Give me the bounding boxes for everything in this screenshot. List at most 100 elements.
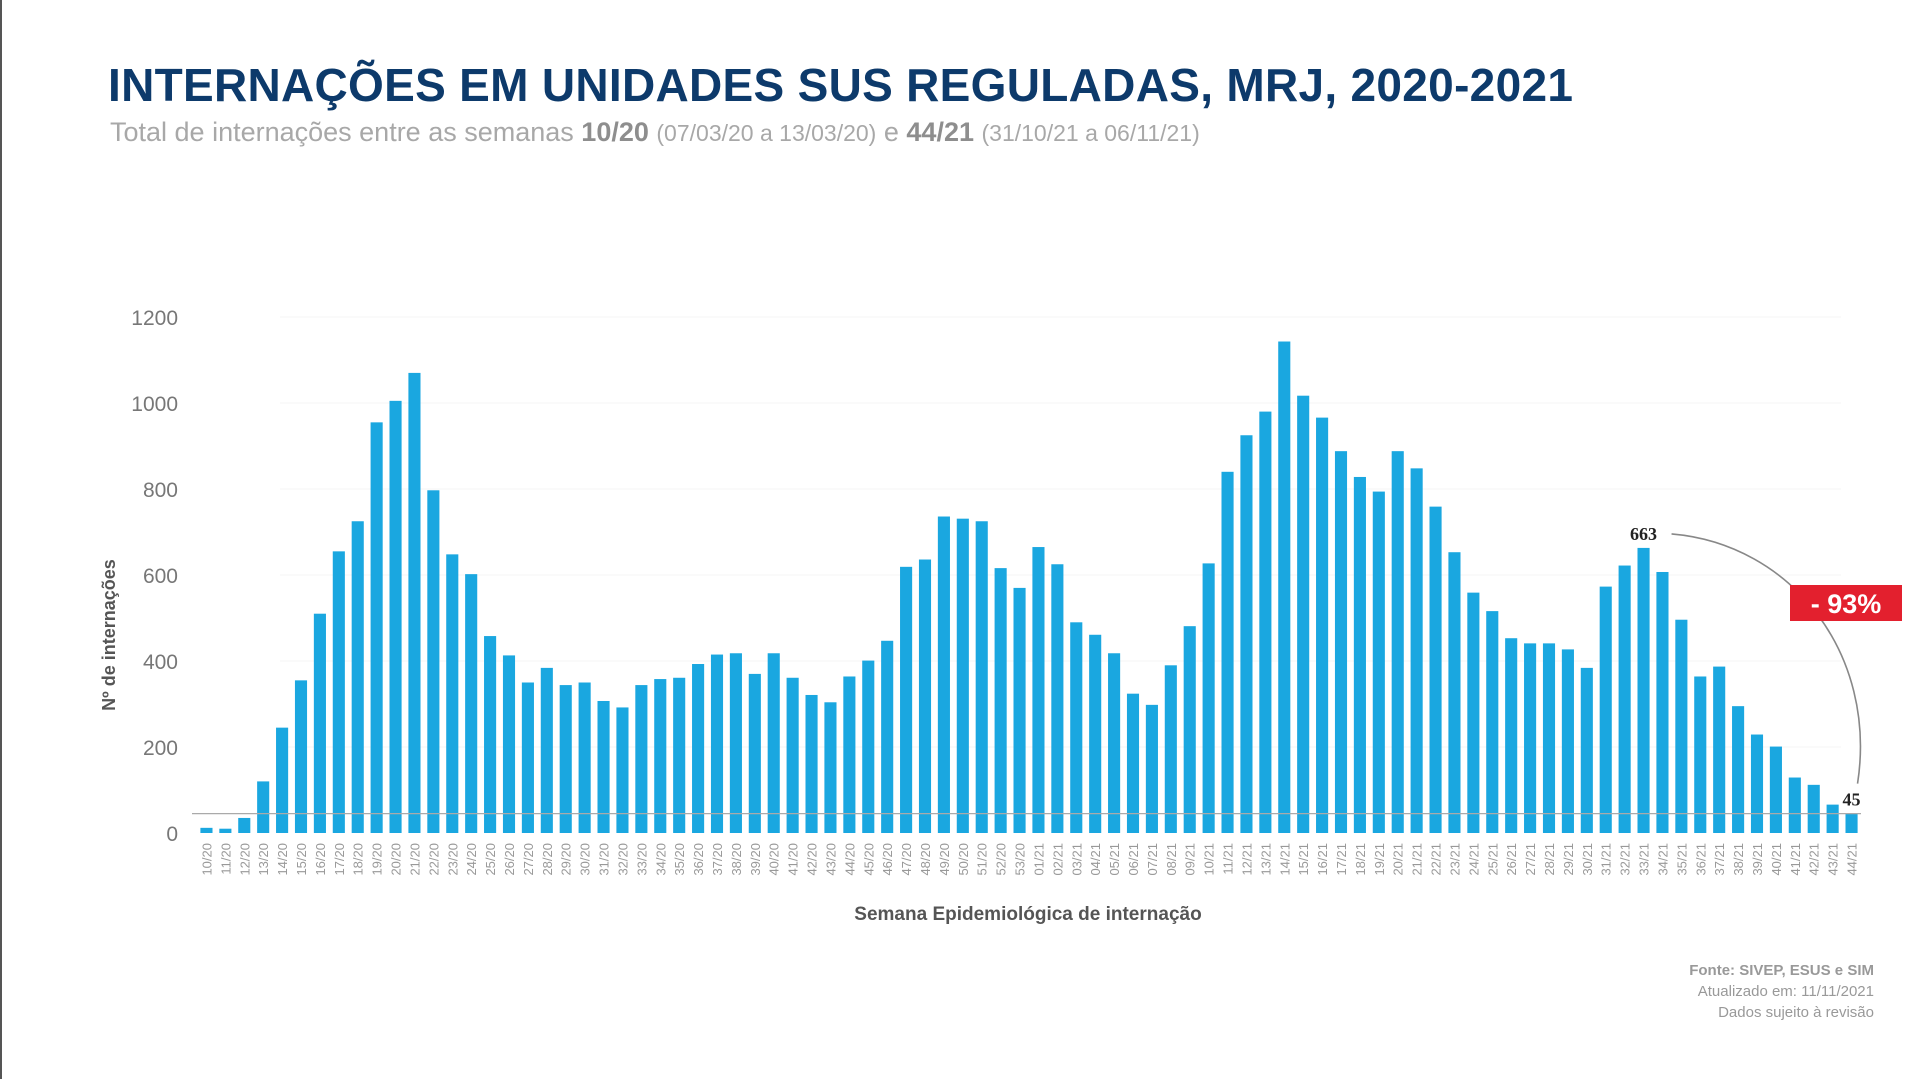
bar-50/20 <box>956 518 969 833</box>
bar-03/21 <box>1070 622 1083 833</box>
bar-25/20 <box>484 636 497 833</box>
subtitle-week-start-range: (07/03/20 a 13/03/20) <box>656 120 877 146</box>
bar-15/20 <box>294 680 308 833</box>
x-tick-label: 41/20 <box>786 843 801 876</box>
x-tick-label: 16/21 <box>1315 843 1330 876</box>
x-tick-label: 38/21 <box>1731 843 1746 876</box>
bar-02/21 <box>1051 564 1064 833</box>
decline-percent-label: - 93% <box>1811 589 1882 619</box>
x-tick-label: 27/20 <box>521 843 536 876</box>
x-tick-label: 33/20 <box>634 843 649 876</box>
bar-21/21 <box>1410 468 1423 833</box>
x-tick-label: 32/21 <box>1618 843 1633 876</box>
bar-19/20 <box>370 422 383 833</box>
y-tick-label: 0 <box>166 823 178 846</box>
x-tick-label: 37/21 <box>1712 843 1727 876</box>
x-tick-label: 07/21 <box>1145 843 1160 876</box>
x-tick-label: 20/21 <box>1391 843 1406 876</box>
x-axis-label: Semana Epidemiológica de internação <box>854 904 1201 925</box>
bar-45/20 <box>862 660 875 833</box>
x-tick-label: 40/20 <box>767 843 782 876</box>
bar-15/21 <box>1297 395 1310 833</box>
x-tick-label: 17/20 <box>332 843 347 876</box>
bar-52/20 <box>994 568 1007 833</box>
bar-39/21 <box>1750 734 1764 833</box>
x-tick-label: 45/20 <box>861 843 876 876</box>
y-tick-label: 600 <box>143 565 178 588</box>
x-tick-label: 17/21 <box>1334 843 1349 876</box>
bar-32/21 <box>1618 565 1631 833</box>
x-tick-label: 11/20 <box>218 843 233 875</box>
x-tick-label: 05/21 <box>1107 843 1122 876</box>
subtitle-prefix: Total de internações entre as semanas <box>110 117 574 147</box>
x-tick-label: 46/20 <box>880 843 895 876</box>
x-tick-label: 24/21 <box>1466 843 1481 876</box>
bar-31/21 <box>1599 586 1612 833</box>
x-tick-label: 08/21 <box>1164 843 1179 876</box>
x-tick-label: 44/21 <box>1845 843 1860 876</box>
x-tick-label: 19/21 <box>1372 843 1387 876</box>
bar-19/21 <box>1372 491 1385 833</box>
footer-updated: Atualizado em: 11/11/2021 <box>1697 983 1874 1000</box>
bar-40/21 <box>1769 746 1782 833</box>
bar-22/21 <box>1429 506 1442 833</box>
x-tick-label: 18/21 <box>1353 843 1368 876</box>
bar-37/20 <box>710 654 724 833</box>
bar-11/20 <box>219 828 232 833</box>
x-tick-label: 12/21 <box>1239 843 1254 876</box>
bar-23/20 <box>446 554 459 833</box>
bar-10/21 <box>1202 563 1215 833</box>
x-tick-label: 15/20 <box>294 843 309 876</box>
x-tick-label: 24/20 <box>464 843 479 876</box>
x-tick-label: 25/21 <box>1485 843 1500 876</box>
x-tick-label: 23/20 <box>445 843 460 876</box>
bar-16/20 <box>313 613 326 833</box>
x-tick-label: 35/21 <box>1674 843 1689 876</box>
x-tick-label: 37/20 <box>710 843 725 876</box>
bar-17/20 <box>332 551 345 833</box>
bar-28/21 <box>1542 643 1556 833</box>
bar-04/21 <box>1089 634 1102 833</box>
subtitle-connector: e <box>883 117 899 147</box>
bar-22/20 <box>427 490 440 833</box>
x-tick-label: 43/21 <box>1826 843 1841 876</box>
bar-39/20 <box>748 673 761 833</box>
x-tick-label: 29/21 <box>1561 843 1576 876</box>
bar-53/20 <box>1013 587 1026 833</box>
bar-37/21 <box>1713 666 1726 833</box>
bar-12/20 <box>238 817 251 833</box>
bar-05/21 <box>1108 653 1121 833</box>
bar-20/21 <box>1391 451 1404 833</box>
x-tick-label: 25/20 <box>483 843 498 876</box>
x-tick-label: 29/20 <box>559 843 574 876</box>
bar-23/21 <box>1448 552 1461 833</box>
bar-24/20 <box>465 574 478 833</box>
bar-44/20 <box>843 676 856 833</box>
x-tick-label: 01/21 <box>1031 843 1046 876</box>
x-tick-label: 44/20 <box>842 843 857 876</box>
bar-34/20 <box>654 679 667 833</box>
bar-43/20 <box>824 702 837 833</box>
x-tick-label: 49/20 <box>937 843 952 876</box>
x-tick-label: 03/21 <box>1069 843 1084 876</box>
bar-17/21 <box>1334 451 1348 833</box>
x-tick-label: 27/21 <box>1523 843 1538 876</box>
footer-note: Dados sujeito à revisão <box>1718 1004 1874 1021</box>
bar-49/20 <box>937 516 950 833</box>
subtitle-week-start: 10/20 <box>581 117 649 147</box>
bar-42/20 <box>805 694 818 833</box>
x-tick-label: 35/20 <box>672 843 687 876</box>
subtitle-week-end: 44/21 <box>906 117 974 147</box>
x-tick-label: 42/20 <box>805 843 820 876</box>
x-tick-label: 13/20 <box>256 843 271 876</box>
bar-33/20 <box>635 685 648 833</box>
x-tick-label: 39/20 <box>748 843 763 876</box>
y-tick-label: 1200 <box>131 307 178 330</box>
x-tick-label: 10/20 <box>199 843 214 876</box>
y-tick-label: 1000 <box>131 393 178 416</box>
bar-26/20 <box>502 655 516 833</box>
x-tick-label: 22/20 <box>426 843 441 876</box>
x-tick-label: 06/21 <box>1126 843 1141 876</box>
x-tick-label: 38/20 <box>729 843 744 876</box>
bar-26/21 <box>1505 638 1518 833</box>
